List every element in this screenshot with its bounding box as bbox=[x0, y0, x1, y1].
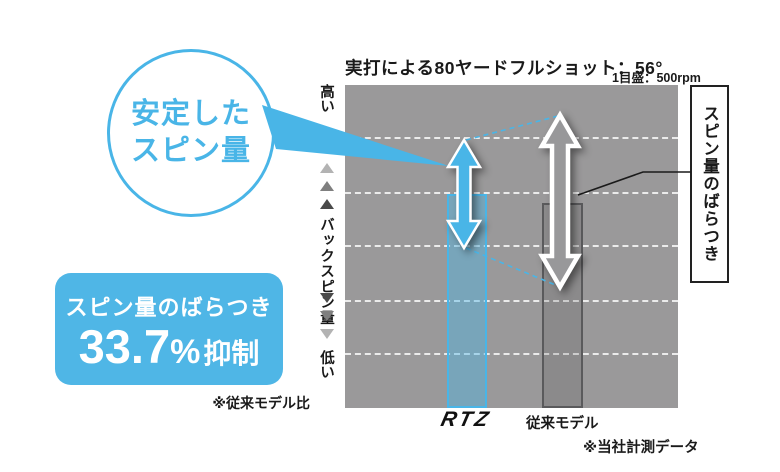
chart-title: 実打による80ヤードフルショット：56° bbox=[345, 58, 663, 78]
rtz-spin-bar bbox=[447, 194, 487, 408]
gridline bbox=[345, 245, 678, 247]
down-triangle-icon bbox=[320, 329, 334, 339]
stat-value: 33.7 bbox=[78, 320, 171, 373]
scale-note: 1目盛：500rpm bbox=[612, 71, 701, 85]
stat-suffix: 抑制 bbox=[203, 338, 260, 369]
stat-box-title: スピン量のばらつき bbox=[65, 295, 273, 320]
conventional-spin-bar bbox=[542, 203, 583, 408]
y-axis-low-label: 低い bbox=[318, 350, 334, 379]
gridline bbox=[345, 137, 678, 139]
stable-spin-callout-bubble: 安定した スピン量 bbox=[107, 49, 275, 217]
measurement-source-note: ※当社計測データ bbox=[583, 440, 699, 456]
backspin-increase-arrows-icon bbox=[320, 163, 334, 217]
down-triangle-icon bbox=[320, 311, 334, 321]
spin-reduction-stat-box: スピン量のばらつき 33.7 % 抑制 bbox=[55, 273, 283, 385]
gridline bbox=[345, 300, 678, 302]
gridline bbox=[345, 353, 678, 355]
gridline bbox=[345, 192, 678, 194]
spin-variation-annotation-box: スピン量のばらつき bbox=[690, 85, 729, 283]
annotation-box-label: スピン量のばらつき bbox=[700, 105, 719, 263]
callout-text-line2: スピン量 bbox=[130, 135, 251, 167]
callout-text-line1: 安定した bbox=[130, 97, 251, 130]
down-triangle-icon bbox=[320, 293, 334, 303]
percent-sign: % bbox=[170, 333, 201, 371]
y-axis-high-label: 高い bbox=[318, 84, 334, 113]
backspin-decrease-arrows-icon bbox=[320, 293, 334, 347]
up-triangle-icon bbox=[320, 163, 334, 173]
conventional-model-label: 従来モデル bbox=[526, 416, 599, 432]
stat-box-value-row: 33.7 % 抑制 bbox=[79, 323, 260, 370]
comparison-note: ※従来モデル比 bbox=[212, 395, 310, 411]
up-triangle-icon bbox=[320, 199, 334, 209]
plot-area bbox=[345, 85, 678, 408]
up-triangle-icon bbox=[320, 181, 334, 191]
rtz-logo: RTZ bbox=[438, 408, 494, 431]
